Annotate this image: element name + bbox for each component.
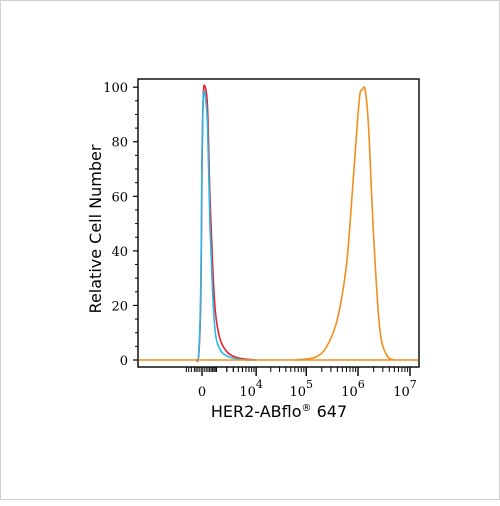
x-tick-label: 104 [239,378,263,400]
x-tick-base: 10 [239,385,256,400]
x-tick-exponent: 7 [410,378,417,391]
registered-mark: ® [302,403,312,414]
y-tick-label: 80 [111,136,128,151]
x-tick-label: 106 [341,378,365,400]
x-tick-label: 105 [289,378,313,400]
y-tick-label: 0 [120,354,128,369]
y-tick-label: 20 [111,299,128,314]
y-axis-title: Relative Cell Number [86,144,105,313]
x-tick-base: 0 [198,385,206,400]
x-axis-title: HER2-ABflo® 647 [211,402,347,421]
x-tick-base: 10 [341,385,358,400]
x-axis-title-main: HER2-ABflo [211,402,302,421]
x-tick-label: 0 [198,385,206,400]
x-tick-exponent: 5 [306,378,313,391]
series-line-3 [294,86,395,361]
y-tick-labels: 0 20 40 60 80 100 [103,81,128,369]
x-tick-exponent: 4 [256,378,263,391]
series-layer [139,84,418,362]
x-tick-exponent: 6 [358,378,365,391]
y-tick-label: 60 [111,190,128,205]
y-ticks [133,86,138,361]
x-tick-base: 10 [393,385,410,400]
x-ticks [185,367,411,376]
x-tick-label: 107 [393,378,417,400]
y-tick-label: 40 [111,245,128,260]
series-line-1 [195,84,257,362]
x-tick-base: 10 [289,385,306,400]
plot-area-border [137,78,420,368]
series-line-2 [195,90,257,362]
x-axis-title-suffix: 647 [312,402,348,421]
y-tick-label: 100 [103,81,128,96]
